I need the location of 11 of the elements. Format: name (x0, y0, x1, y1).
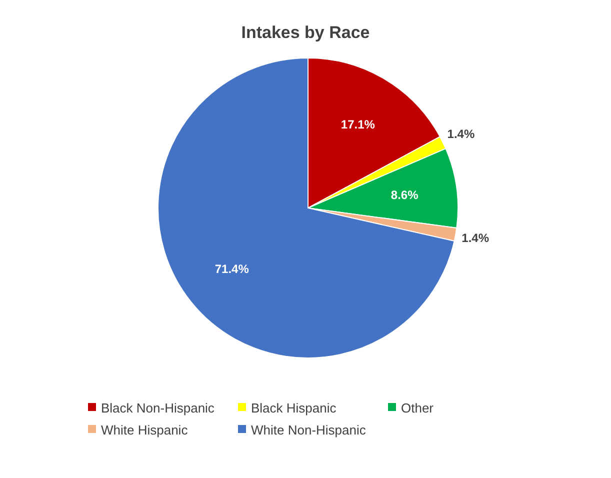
data-label: 17.1% (340, 117, 376, 132)
legend-label: Black Hispanic (251, 400, 337, 416)
chart-title: Intakes by Race (241, 23, 370, 42)
data-label: 71.4% (214, 262, 250, 276)
legend-label: White Hispanic (101, 422, 188, 438)
legend-label: White Non-Hispanic (251, 422, 366, 438)
legend-label: Black Non-Hispanic (101, 400, 215, 416)
data-label: 1.4% (462, 231, 490, 246)
data-label: 8.6% (390, 188, 419, 202)
data-label: 1.4% (447, 127, 475, 142)
legend-label: Other (401, 400, 434, 416)
